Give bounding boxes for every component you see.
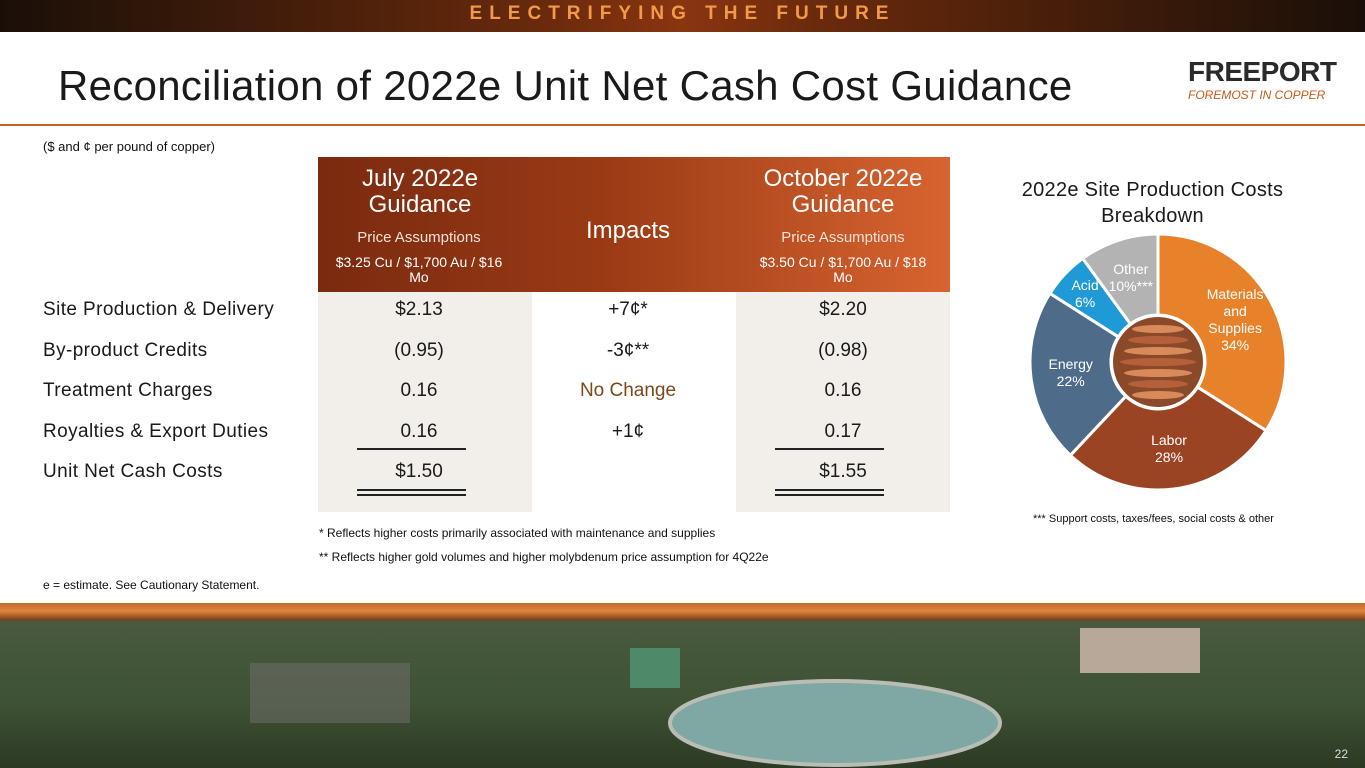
row-label: Unit Net Cash Costs bbox=[43, 461, 223, 482]
cell: 0.16 bbox=[400, 420, 438, 442]
pie-title: 2022e Site Production Costs Breakdown bbox=[1021, 179, 1284, 227]
slice-category: Acid bbox=[1071, 276, 1099, 293]
pond bbox=[668, 679, 1002, 767]
column-title: October 2022e Guidance bbox=[763, 165, 923, 218]
cell: $1.50 bbox=[395, 461, 443, 482]
footnote: ** Reflects higher gold volumes and high… bbox=[319, 550, 769, 564]
building bbox=[1080, 628, 1200, 673]
column-band bbox=[318, 292, 532, 512]
page-number: 22 bbox=[1335, 747, 1349, 761]
photo-sketch: 22 bbox=[250, 628, 1349, 767]
cell: $1.55 bbox=[819, 461, 867, 482]
slice-value: 34% bbox=[1221, 336, 1250, 353]
cell: $2.13 bbox=[395, 299, 443, 320]
double-underline bbox=[357, 494, 466, 496]
slice-value: 28% bbox=[1155, 449, 1184, 466]
donut-chart bbox=[1028, 232, 1288, 492]
column-detail: $3.50 Cu / $1,700 Au / $18 Mo bbox=[759, 254, 927, 285]
cell: 0.16 bbox=[400, 380, 438, 401]
slide-title: Reconciliation of 2022e Unit Net Cash Co… bbox=[58, 62, 1073, 109]
column-subtitle: Price Assumptions bbox=[357, 229, 481, 246]
column-title: July 2022e Guidance bbox=[361, 165, 479, 218]
slice-value: 6% bbox=[1074, 293, 1096, 310]
column-band bbox=[736, 292, 950, 512]
logo: FREEPORT bbox=[1188, 56, 1337, 87]
slice-category: Energy bbox=[1048, 356, 1093, 373]
slice-label: Labor 28% bbox=[1129, 419, 1209, 479]
units-note: ($ and ¢ per pound of copper) bbox=[43, 139, 216, 154]
cell: No Change bbox=[579, 380, 677, 401]
underline bbox=[357, 448, 466, 450]
cell: +7¢* bbox=[608, 299, 648, 320]
cell: -3¢** bbox=[606, 339, 650, 361]
slice bbox=[1080, 232, 1160, 327]
table-header bbox=[318, 157, 950, 292]
slice-value: 10%*** bbox=[1108, 278, 1153, 295]
cell: 0.16 bbox=[824, 380, 862, 401]
slice-category: Materials and Supplies bbox=[1206, 285, 1264, 336]
banner: ELECTRIFYING THE FUTURE bbox=[0, 0, 1365, 32]
photo-banner: 22 bbox=[0, 603, 1365, 768]
column-subtitle: Price Assumptions bbox=[781, 229, 905, 246]
tagline: FOREMOST IN COPPER bbox=[1188, 88, 1326, 102]
column-detail: $3.25 Cu / $1,700 Au / $16 Mo bbox=[335, 254, 503, 285]
underline bbox=[775, 448, 884, 450]
row-label: Treatment Charges bbox=[43, 380, 213, 401]
double-underline bbox=[775, 489, 884, 491]
cell: 0.17 bbox=[824, 420, 862, 442]
cell: (0.98) bbox=[818, 339, 868, 361]
slice-value: 22% bbox=[1056, 373, 1085, 390]
cell: $2.20 bbox=[819, 299, 867, 320]
slice-label: Other 10%*** bbox=[1091, 248, 1171, 308]
double-underline bbox=[775, 494, 884, 496]
estimate-note: e = estimate. See Cautionary Statement. bbox=[43, 578, 260, 592]
slice-label: Energy 22% bbox=[1031, 343, 1111, 403]
footnote: * Reflects higher costs primarily associ… bbox=[319, 526, 716, 540]
slice-category: Labor bbox=[1151, 432, 1187, 449]
structure bbox=[250, 663, 410, 723]
cell: +1¢ bbox=[611, 420, 645, 442]
slice bbox=[1068, 385, 1269, 492]
double-underline bbox=[357, 489, 466, 491]
row-label: By-product Credits bbox=[43, 339, 208, 361]
row-label: Site Production & Delivery bbox=[43, 299, 275, 320]
pie-note: *** Support costs, taxes/fees, social co… bbox=[1033, 513, 1274, 525]
slice bbox=[1156, 232, 1288, 433]
column-title: Impacts bbox=[585, 217, 671, 244]
slice-category: Other bbox=[1113, 261, 1149, 278]
divider bbox=[0, 124, 1365, 126]
copper-image bbox=[1113, 317, 1203, 407]
row-label: Royalties & Export Duties bbox=[43, 420, 269, 442]
slice-label: Acid 6% bbox=[1045, 264, 1125, 324]
slice bbox=[1028, 291, 1128, 458]
cell: (0.95) bbox=[394, 339, 444, 361]
building bbox=[630, 648, 680, 688]
slice-label: Materials and Supplies 34% bbox=[1195, 286, 1275, 353]
